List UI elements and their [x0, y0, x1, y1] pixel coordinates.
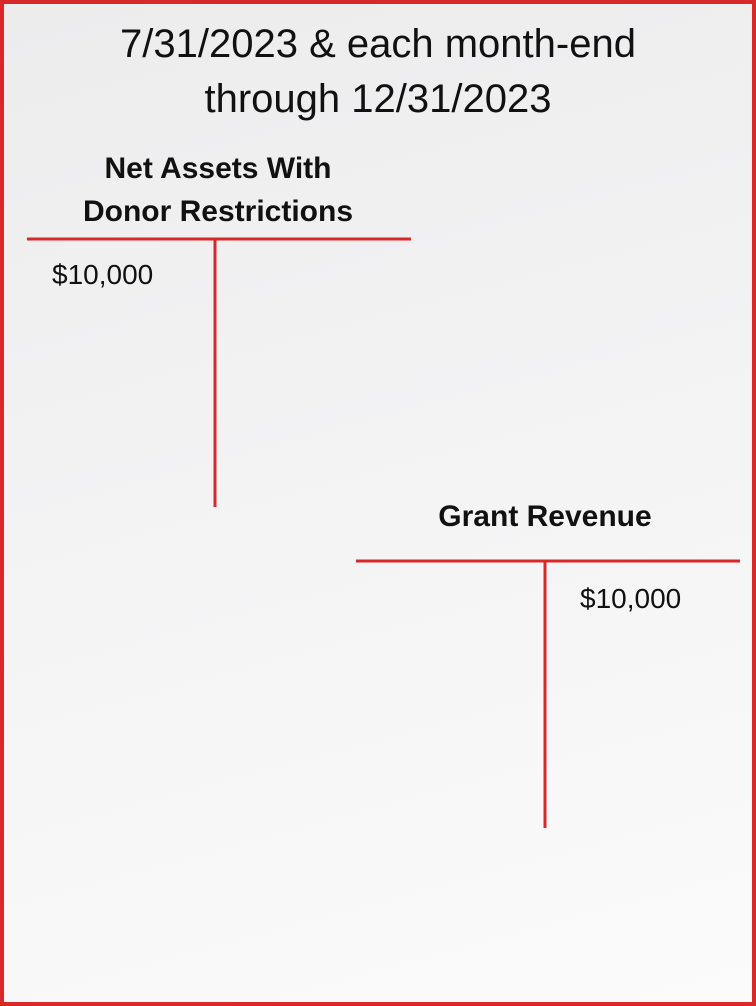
account-name: Donor Restrictions [82, 195, 354, 228]
title-line: 7/31/2023 & each month-end [120, 22, 636, 66]
debit-amount: $10,000 [52, 259, 154, 290]
credit-amount: $10,000 [580, 583, 682, 614]
account-name: Net Assets With [104, 152, 332, 185]
title-line: through 12/31/2023 [204, 77, 552, 121]
t-account-lines [27, 237, 740, 828]
account-name: Grant Revenue [438, 500, 652, 533]
